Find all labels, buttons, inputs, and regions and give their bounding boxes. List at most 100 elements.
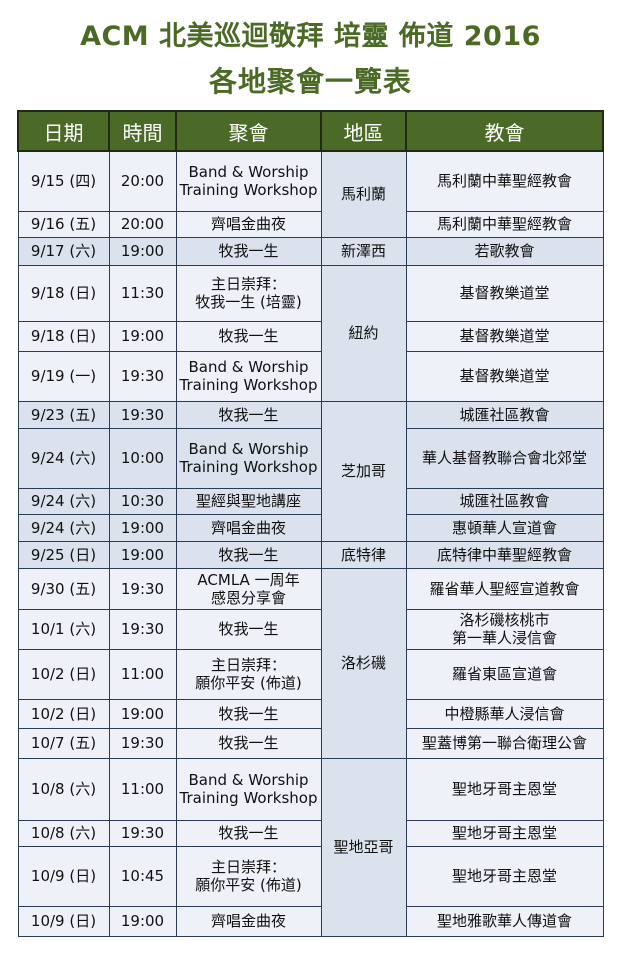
event-cell: Band & Worship Training Workshop [175,757,322,821]
event-line: 牧我一生 [218,704,279,723]
schedule-table: 日期 時間 聚會 地區 教會 9/15 (四) 20:00 Band & Worsh… [17,110,604,937]
time-cell: 19:30 [108,727,177,759]
church-cell: 聖地牙哥主恩堂 [405,845,604,907]
event-cell: 牧我一生 [175,698,322,729]
table-row: 10/9 (日) 19:00 齊唱金曲夜 聖地雅歌華人傳道會 [17,905,604,937]
church-line: 聖地雅歌華人傳道會 [436,912,572,930]
region-cell: 馬利蘭 [320,150,407,238]
church-line: 基督教樂道堂 [459,367,550,385]
date-cell: 10/2 (日) [17,698,110,729]
event-line: 願你平安 (佈道) [195,876,302,894]
region-cell: 底特律 [320,540,407,569]
date-cell: 10/1 (六) [17,608,110,650]
region-cell: 紐約 [320,264,407,402]
event-line: Band & Worship [188,163,309,182]
date-cell: 10/9 (日) [17,845,110,907]
date-cell: 9/30 (五) [17,567,110,610]
church-line: 基督教樂道堂 [459,284,550,302]
time-cell: 19:30 [108,400,177,429]
event-line: 牧我一生 [218,327,279,345]
time-cell: 19:00 [108,320,177,352]
church-line: 底特律中華聖經教會 [436,545,572,564]
header-church: 教會 [405,110,604,152]
event-line: ACMLA 一周年 [197,570,300,589]
time-cell: 19:30 [108,350,177,402]
event-line: Training Workshop [179,789,318,807]
church-cell: 聖地雅歌華人傳道會 [405,905,604,937]
church-cell: 聖地牙哥主恩堂 [405,819,604,847]
header-region: 地區 [320,110,407,152]
time-cell: 10:45 [108,845,177,907]
date-cell: 9/25 (日) [17,540,110,569]
table-row: 10/9 (日) 10:45 主日崇拜： 願你平安 (佈道) 聖地牙哥主恩堂 [17,845,604,907]
event-line: Training Workshop [179,181,318,200]
table-row: 9/18 (日) 19:00 牧我一生 基督教樂道堂 [17,320,604,352]
church-line: 聖地牙哥主恩堂 [451,780,557,798]
date-cell: 9/17 (六) [17,236,110,266]
table-row: 10/8 (六) 19:30 牧我一生 聖地牙哥主恩堂 [17,819,604,847]
church-line: 聖蓋博第一聯合衛理公會 [421,734,587,752]
table-row: 9/30 (五) 19:30 ACMLA 一周年 感恩分享會 洛杉磯 羅省華人聖經宣道教會 [17,567,604,759]
church-line: 羅省東區宣道會 [451,665,557,683]
church-cell: 基督教樂道堂 [405,264,604,322]
event-cell: 牧我一生 [175,608,322,650]
event-cell: 牧我一生 [175,236,322,266]
event-line: 主日崇拜： [210,275,286,293]
region-cell: 芝加哥 [320,400,407,542]
church-line: 若歌教會 [474,242,535,260]
table-header-row: 日期 時間 聚會 地區 教會 [17,110,604,152]
event-line: 聖經與聖地講座 [195,492,301,510]
table-row: 9/17 (六) 19:00 牧我一生 新澤西 若歌教會 [17,236,604,266]
table-row: 9/18 (日) 11:30 主日崇拜： 牧我一生 (培靈) 紐約 基督教樂道堂 [17,264,604,402]
table-row: 10/7 (五) 19:30 牧我一生 聖蓋博第一聯合衛理公會 [17,727,604,759]
table-row: 10/2 (日) 11:00 主日崇拜： 願你平安 (佈道) 羅省東區宣道會 [17,648,604,700]
time-cell: 19:00 [108,540,177,569]
table-row: 9/24 (六) 10:30 聖經與聖地講座 城匯社區教會 [17,487,604,515]
church-line: 聖地牙哥主恩堂 [451,824,557,842]
event-line: 牧我一生 [218,620,279,638]
date-cell: 9/24 (六) [17,427,110,489]
church-cell: 馬利蘭中華聖經教會 [405,210,604,238]
event-cell: 齊唱金曲夜 [175,513,322,542]
event-line: 感恩分享會 [210,588,286,607]
event-cell: ACMLA 一周年 感恩分享會 [175,567,322,610]
date-cell: 9/24 (六) [17,487,110,515]
time-cell: 19:30 [108,608,177,650]
church-cell: 聖蓋博第一聯合衛理公會 [405,727,604,759]
table-row: 10/1 (六) 19:30 牧我一生 洛杉磯核桃市 第一華人浸信會 [17,608,604,650]
table-row: 9/15 (四) 20:00 Band & Worship Training Work… [17,150,604,238]
event-cell: 牧我一生 [175,320,322,352]
church-cell: 底特律中華聖經教會 [405,540,604,569]
region-cell: 新澤西 [320,236,407,266]
church-cell: 城匯社區教會 [405,400,604,429]
church-cell: 聖地牙哥主恩堂 [405,757,604,821]
table-row: 9/24 (六) 10:00 Band & Worship Training Work… [17,427,604,489]
event-cell: Band & Worship Training Workshop [175,150,322,212]
church-line: 中橙縣華人浸信會 [444,704,565,723]
event-cell: 聖經與聖地講座 [175,487,322,515]
event-cell: 牧我一生 [175,540,322,569]
time-cell: 11:00 [108,757,177,821]
time-cell: 19:30 [108,567,177,610]
time-cell: 19:00 [108,698,177,729]
church-cell: 基督教樂道堂 [405,350,604,402]
event-line: 牧我一生 [218,734,279,752]
church-line: 馬利蘭中華聖經教會 [436,215,572,233]
church-line: 基督教樂道堂 [459,327,550,345]
date-cell: 10/9 (日) [17,905,110,937]
church-cell: 馬利蘭中華聖經教會 [405,150,604,212]
time-cell: 19:00 [108,236,177,266]
church-line: 城匯社區教會 [459,405,550,424]
event-cell: Band & Worship Training Workshop [175,427,322,489]
time-cell: 19:00 [108,513,177,542]
event-line: 齊唱金曲夜 [210,912,286,930]
event-line: 主日崇拜： [210,858,286,876]
event-line: 主日崇拜： [210,656,286,674]
date-cell: 10/7 (五) [17,727,110,759]
table-row: 9/25 (日) 19:00 牧我一生 底特律 底特律中華聖經教會 [17,540,604,569]
date-cell: 9/19 (一) [17,350,110,402]
table-row: 10/2 (日) 19:00 牧我一生 中橙縣華人浸信會 [17,698,604,729]
church-line: 第一華人浸信會 [451,629,557,647]
church-cell: 羅省東區宣道會 [405,648,604,700]
event-line: Band & Worship [188,358,309,376]
